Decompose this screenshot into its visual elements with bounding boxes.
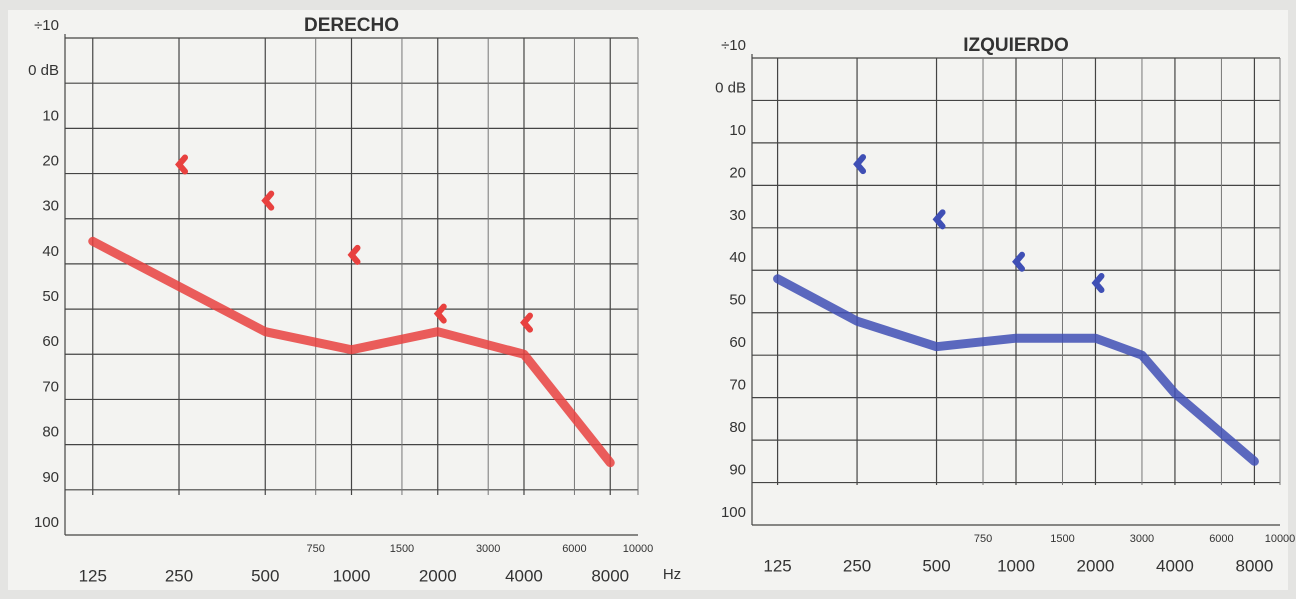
minor-tick-label: 750 — [974, 533, 992, 545]
x-tick-label: 250 — [843, 556, 871, 575]
x-tick-label: 2000 — [1077, 556, 1115, 575]
minor-tick-label: 3000 — [476, 543, 500, 555]
minor-tick-label: 6000 — [562, 543, 586, 555]
y-tick-label: 50 — [729, 292, 746, 309]
x-unit: Hz — [663, 566, 681, 583]
y-tick-label: 90 — [42, 469, 59, 486]
x-tick-label: 125 — [79, 566, 107, 585]
minor-tick-label: 1500 — [390, 543, 414, 555]
y-tick-label: 60 — [42, 333, 59, 350]
y-tick-label: 20 — [729, 164, 746, 181]
y-tick-label: 90 — [729, 462, 746, 479]
y-tick-label: 100 — [721, 504, 746, 521]
y-tick-label: 10 — [42, 107, 59, 124]
minor-tick-label: 10000 — [623, 543, 654, 555]
x-tick-label: 500 — [922, 556, 950, 575]
x-tick-label: 2000 — [419, 566, 457, 585]
x-tick-label: 125 — [763, 556, 791, 575]
y-tick-label: 0 dB — [715, 79, 746, 96]
y-tick-label: ÷10 — [34, 17, 59, 34]
y-tick-label: 70 — [729, 377, 746, 394]
minor-tick-label: 3000 — [1130, 533, 1154, 545]
minor-tick-label: 6000 — [1209, 533, 1233, 545]
y-tick-label: 30 — [42, 198, 59, 215]
y-tick-label: 60 — [729, 334, 746, 351]
y-tick-label: ÷10 — [721, 37, 746, 54]
y-tick-label: 40 — [42, 243, 59, 260]
y-tick-label: 50 — [42, 288, 59, 305]
y-tick-label: 70 — [42, 378, 59, 395]
minor-tick-label: 750 — [307, 543, 325, 555]
y-tick-label: 30 — [729, 207, 746, 224]
minor-tick-label: 1500 — [1050, 533, 1074, 545]
x-tick-label: 250 — [165, 566, 193, 585]
x-tick-label: 1000 — [997, 556, 1035, 575]
y-tick-label: 20 — [42, 153, 59, 170]
y-tick-label: 80 — [729, 419, 746, 436]
chart-title: IZQUIERDO — [963, 35, 1069, 56]
y-tick-label: 40 — [729, 249, 746, 266]
minor-tick-label: 10000 — [1265, 533, 1296, 545]
y-tick-label: 0 dB — [28, 62, 59, 79]
y-tick-label: 10 — [729, 122, 746, 139]
chart-title: DERECHO — [304, 15, 399, 36]
audiogram-sheet: DERECHO ÷10 0 dB 10 20 30 40 50 60 70 80 90 100 125 25… — [0, 0, 1296, 599]
x-tick-label: 8000 — [1236, 556, 1274, 575]
x-tick-label: 4000 — [1156, 556, 1194, 575]
x-tick-label: 1000 — [333, 566, 371, 585]
x-tick-label: 8000 — [591, 566, 629, 585]
page: DERECHO ÷10 0 dB 10 20 30 40 50 60 70 80 90 100 125 25… — [0, 0, 1296, 599]
x-tick-label: 500 — [251, 566, 279, 585]
x-tick-label: 4000 — [505, 566, 543, 585]
y-tick-label: 80 — [42, 424, 59, 441]
y-tick-label: 100 — [34, 514, 59, 531]
